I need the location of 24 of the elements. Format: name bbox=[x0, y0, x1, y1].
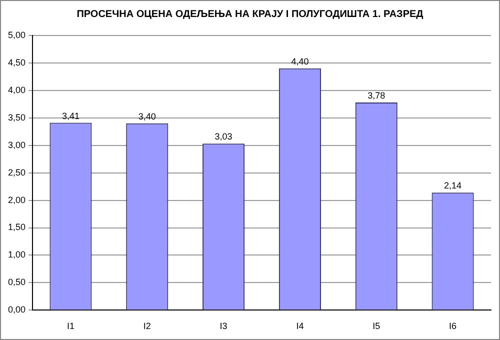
x-tick-label: I1 bbox=[66, 321, 74, 332]
data-label: 2,14 bbox=[444, 180, 462, 191]
y-tick-label: 0,00 bbox=[8, 304, 26, 315]
y-tick-label: 3,00 bbox=[8, 140, 26, 150]
y-tick-label: 4,50 bbox=[8, 57, 26, 68]
x-tick-label: I6 bbox=[449, 321, 457, 332]
data-label: 3,03 bbox=[214, 132, 232, 142]
data-label: 3,40 bbox=[138, 111, 156, 122]
x-tick-label: I3 bbox=[220, 321, 228, 332]
y-tick-label: 2,50 bbox=[8, 167, 26, 178]
y-tick-label: 1,50 bbox=[8, 222, 26, 232]
x-tick-label: I5 bbox=[372, 321, 380, 332]
x-tick-label: I2 bbox=[143, 321, 151, 332]
y-tick-label: 0,50 bbox=[8, 277, 26, 288]
data-label: 3,78 bbox=[368, 90, 386, 100]
data-label: 3,41 bbox=[62, 110, 80, 121]
y-tick-label: 5,00 bbox=[8, 30, 26, 40]
chart-title: ПРОСЕЧНА ОЦЕНА ОДЕЉЕЊА НА КРАЈУ I ПОЛУГОДИШТА 1. РАЗРЕД bbox=[76, 9, 424, 20]
data-label: 4,40 bbox=[291, 56, 309, 66]
y-tick-label: 1,00 bbox=[8, 250, 26, 260]
y-tick-label: 4,00 bbox=[8, 84, 26, 95]
x-tick-label: I4 bbox=[296, 321, 304, 332]
y-tick-label: 2,00 bbox=[8, 194, 26, 205]
y-tick-label: 3,50 bbox=[8, 112, 26, 122]
